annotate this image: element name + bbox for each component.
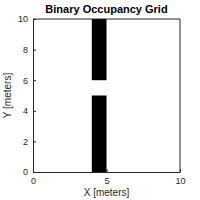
x-axis-title: X [meters]: [84, 187, 130, 198]
tick-mark: [33, 141, 36, 142]
tick: 0: [23, 167, 36, 177]
tick-label: 10: [18, 14, 28, 24]
x-axis: 0 5 10: [31, 169, 186, 186]
tick-label: 0: [23, 167, 28, 177]
tick: 5: [104, 169, 109, 186]
plot-background: [33, 19, 180, 172]
tick: 6: [23, 76, 36, 86]
plot-area: 0 5 10 0 2 4 6 8 10: [18, 14, 186, 186]
tick-label: 8: [23, 45, 28, 55]
occupied-cell: [92, 19, 107, 80]
chart: 0 5 10 0 2 4 6 8 10 Binary Occupancy Grid X [meter…: [0, 0, 200, 200]
tick-label: 5: [104, 176, 109, 186]
occupied-cell: [92, 96, 107, 173]
axis-line: [33, 20, 34, 173]
tick-label: 4: [23, 106, 28, 116]
tick-label: 6: [23, 76, 28, 86]
tick-label: 0: [31, 176, 36, 186]
cells: [92, 19, 107, 172]
tick-label: 2: [23, 137, 28, 147]
tick-mark: [33, 172, 36, 173]
y-axis-title: Y [meters]: [2, 73, 13, 119]
plot-frame: [33, 19, 180, 172]
tick: 4: [23, 106, 36, 116]
axis-line: [34, 172, 181, 173]
tick: 8: [23, 45, 36, 55]
tick-mark: [33, 80, 36, 81]
title: Binary Occupancy Grid: [45, 3, 167, 15]
tick: 2: [23, 137, 36, 147]
tick-label: 10: [175, 176, 185, 186]
tick-mark: [107, 169, 108, 172]
y-axis: 0 2 4 6 8 10: [18, 14, 36, 177]
tick-mark: [33, 50, 36, 51]
tick-mark: [33, 111, 36, 112]
